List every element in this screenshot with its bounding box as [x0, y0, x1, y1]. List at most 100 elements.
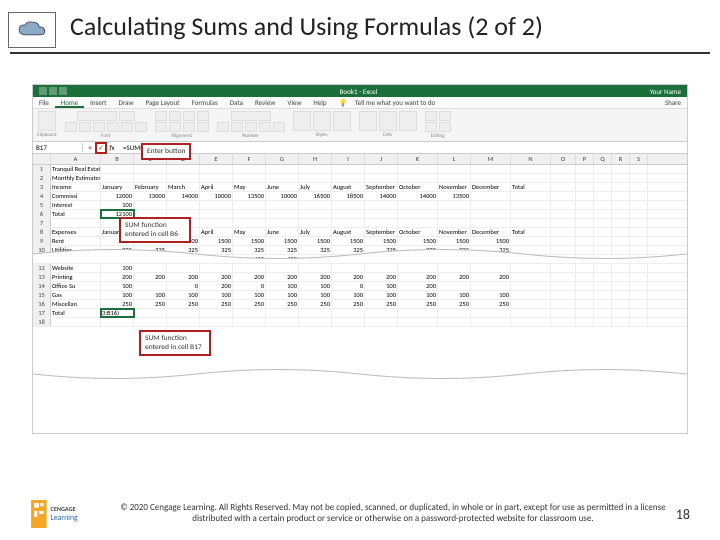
cell[interactable]: 100 [332, 291, 365, 299]
cell[interactable] [551, 309, 576, 317]
cell[interactable]: Total [511, 183, 551, 191]
cell[interactable] [594, 183, 612, 191]
column-header[interactable]: O [551, 154, 576, 164]
cell[interactable] [200, 219, 233, 227]
tab-data[interactable]: Data [224, 97, 249, 108]
row-header[interactable]: 1 [33, 165, 51, 173]
cell[interactable] [551, 192, 576, 200]
cell[interactable]: 1500 [266, 237, 299, 245]
cell[interactable] [551, 165, 576, 173]
cell[interactable] [398, 219, 438, 227]
row-header[interactable]: 5 [33, 201, 51, 209]
cell[interactable]: Website [51, 264, 101, 272]
cell[interactable]: 100 [299, 282, 332, 290]
cell[interactable]: 18500 [332, 192, 365, 200]
cell-styles-button[interactable] [333, 111, 351, 131]
cell[interactable] [594, 300, 612, 308]
cell[interactable] [365, 210, 398, 218]
row-header[interactable]: 9 [33, 237, 51, 245]
cell[interactable] [511, 192, 551, 200]
cell[interactable]: March [167, 183, 200, 191]
cell[interactable]: Total [51, 309, 101, 317]
italic-button[interactable] [79, 122, 91, 132]
row-header[interactable]: 2 [33, 174, 51, 182]
cell[interactable] [630, 228, 648, 236]
tab-formulas[interactable]: Formulas [186, 97, 224, 108]
cell[interactable] [576, 174, 594, 182]
cell[interactable] [551, 282, 576, 290]
cell[interactable] [134, 174, 167, 182]
cell[interactable]: 100 [233, 291, 266, 299]
cell[interactable] [471, 318, 511, 326]
cell[interactable] [576, 201, 594, 209]
cell[interactable] [101, 174, 134, 182]
ribbon-tabs[interactable]: File Home Insert Draw Page Layout Formul… [33, 97, 687, 109]
cell[interactable] [576, 300, 594, 308]
cell[interactable] [576, 165, 594, 173]
row-header[interactable]: 3 [33, 183, 51, 191]
cell[interactable] [594, 228, 612, 236]
cell[interactable] [134, 165, 167, 173]
cell[interactable] [551, 183, 576, 191]
cell[interactable] [576, 264, 594, 272]
cell[interactable] [51, 219, 101, 227]
cell[interactable] [266, 264, 299, 272]
cell[interactable]: 200 [365, 273, 398, 281]
align-center-button[interactable] [169, 122, 181, 132]
cell[interactable]: 250 [167, 300, 200, 308]
column-header[interactable]: R [612, 154, 630, 164]
cell[interactable] [612, 273, 630, 281]
cell[interactable] [200, 309, 233, 317]
cell[interactable] [200, 174, 233, 182]
cell[interactable] [134, 264, 167, 272]
cell[interactable] [630, 201, 648, 209]
cell[interactable] [266, 318, 299, 326]
save-icon[interactable] [39, 87, 47, 95]
cell[interactable]: 100 [167, 291, 200, 299]
cell[interactable]: 200 [200, 273, 233, 281]
cell[interactable]: 250 [299, 300, 332, 308]
cell[interactable] [612, 219, 630, 227]
cell[interactable] [511, 282, 551, 290]
cell[interactable] [299, 210, 332, 218]
row-header[interactable]: 12 [33, 264, 51, 272]
cell[interactable] [299, 309, 332, 317]
cell[interactable] [594, 282, 612, 290]
cell[interactable]: 13000 [134, 192, 167, 200]
cell[interactable] [134, 309, 167, 317]
cell[interactable] [612, 264, 630, 272]
cell[interactable] [438, 210, 471, 218]
cell[interactable]: February [134, 183, 167, 191]
cell[interactable] [630, 183, 648, 191]
cell[interactable] [576, 237, 594, 245]
cell[interactable] [332, 264, 365, 272]
cell[interactable]: 200 [101, 273, 134, 281]
cell[interactable] [167, 201, 200, 209]
format-cells-button[interactable] [399, 111, 417, 131]
cell[interactable] [266, 219, 299, 227]
row-header[interactable]: 6 [33, 210, 51, 218]
cell[interactable] [398, 210, 438, 218]
cell[interactable] [438, 318, 471, 326]
tab-review[interactable]: Review [249, 97, 281, 108]
cell[interactable]: 100 [101, 291, 134, 299]
formula-bar[interactable]: =SUM(B3:B16) [119, 143, 687, 152]
sort-filter-button[interactable] [425, 122, 437, 132]
cell[interactable] [471, 201, 511, 209]
cell[interactable] [576, 219, 594, 227]
cell[interactable] [576, 318, 594, 326]
cell[interactable]: Tranquil Real Estate Budget [51, 165, 101, 173]
cell[interactable]: Income [51, 183, 101, 191]
cell[interactable] [612, 192, 630, 200]
conditional-formatting-button[interactable] [293, 111, 311, 131]
cell[interactable] [200, 201, 233, 209]
row-header[interactable]: 17 [33, 309, 51, 317]
cell[interactable] [612, 237, 630, 245]
cell[interactable] [332, 318, 365, 326]
cell[interactable] [576, 228, 594, 236]
cell[interactable]: 100 [398, 291, 438, 299]
cell[interactable] [594, 174, 612, 182]
cell[interactable] [511, 165, 551, 173]
cell[interactable] [630, 192, 648, 200]
cell[interactable] [266, 309, 299, 317]
